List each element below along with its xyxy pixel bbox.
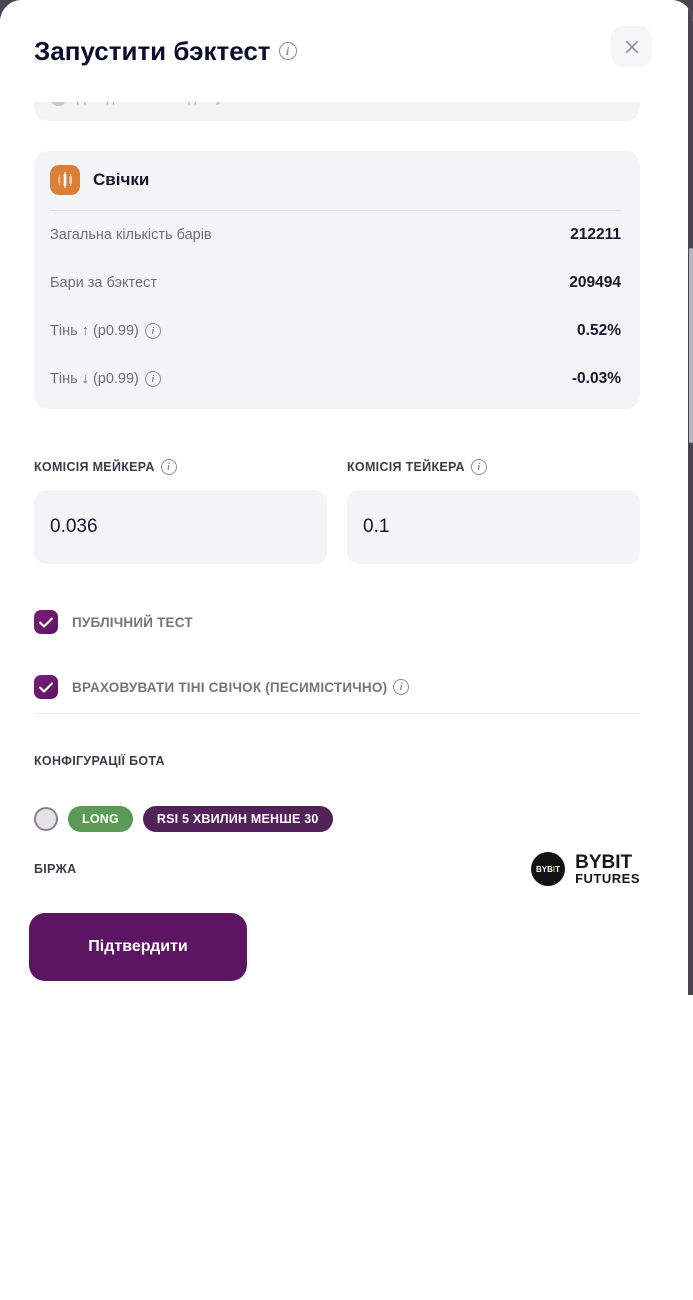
svg-text:BYBIT: BYBIT bbox=[536, 865, 560, 874]
